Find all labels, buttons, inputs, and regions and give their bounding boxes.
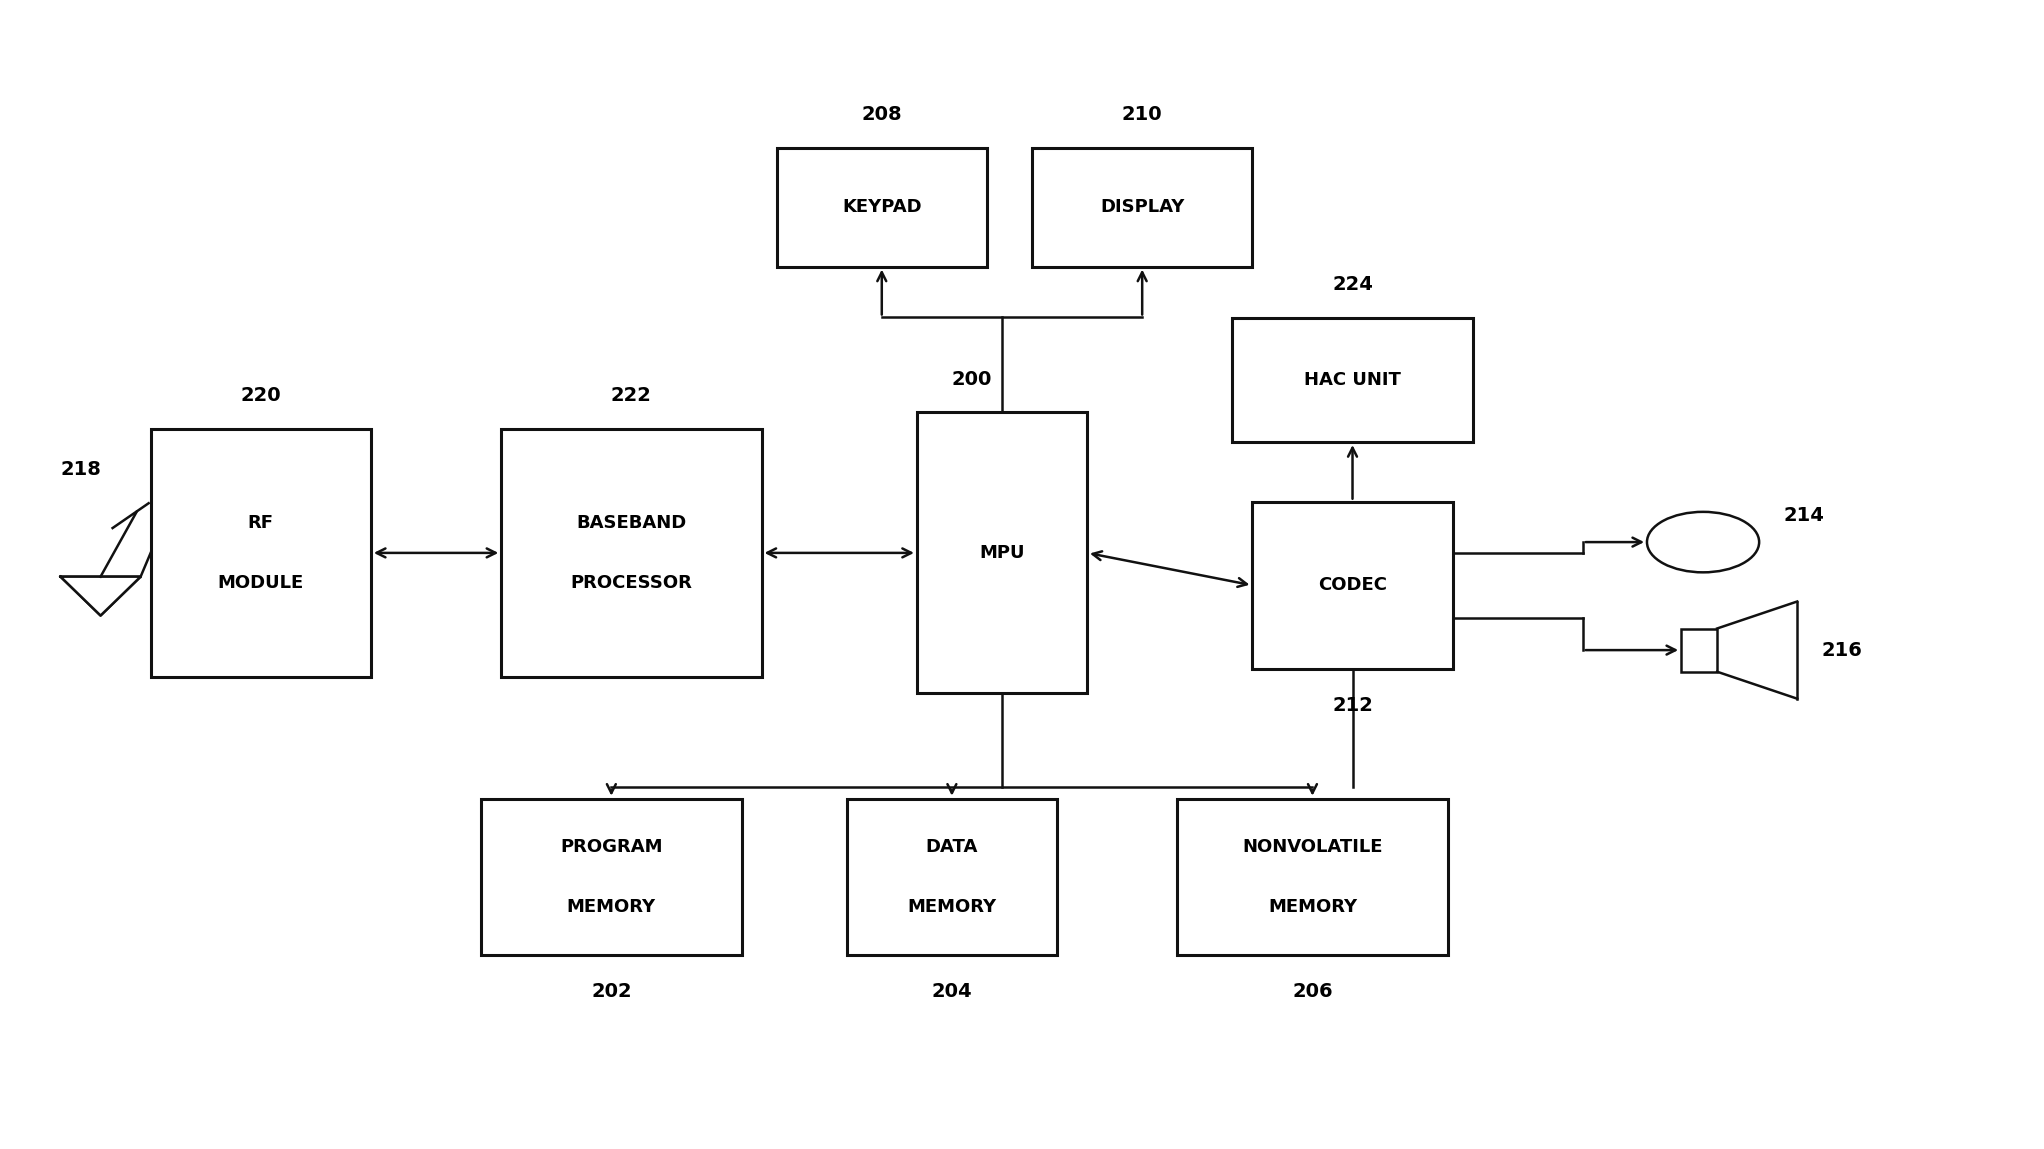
Text: PROGRAM: PROGRAM — [560, 838, 662, 856]
Text: 200: 200 — [953, 370, 991, 388]
FancyBboxPatch shape — [918, 412, 1087, 693]
Text: MEMORY: MEMORY — [1267, 899, 1357, 916]
FancyBboxPatch shape — [501, 429, 762, 677]
Text: 210: 210 — [1122, 105, 1163, 124]
Bar — [1680, 629, 1717, 672]
Text: MODULE: MODULE — [219, 574, 305, 592]
Text: DATA: DATA — [926, 838, 979, 856]
FancyBboxPatch shape — [480, 799, 742, 955]
Text: 214: 214 — [1782, 506, 1823, 525]
Text: 216: 216 — [1821, 641, 1862, 660]
FancyBboxPatch shape — [846, 799, 1057, 955]
Text: NONVOLATILE: NONVOLATILE — [1243, 838, 1382, 856]
Text: KEYPAD: KEYPAD — [842, 199, 922, 216]
Text: BASEBAND: BASEBAND — [576, 514, 687, 532]
Text: 220: 220 — [241, 386, 282, 404]
Text: DISPLAY: DISPLAY — [1100, 199, 1183, 216]
Text: MEMORY: MEMORY — [908, 899, 997, 916]
Text: PROCESSOR: PROCESSOR — [570, 574, 693, 592]
Text: 222: 222 — [611, 386, 652, 404]
Text: 206: 206 — [1292, 982, 1333, 1001]
Text: 204: 204 — [932, 982, 973, 1001]
Text: HAC UNIT: HAC UNIT — [1304, 371, 1400, 390]
FancyBboxPatch shape — [1253, 502, 1453, 669]
Text: MPU: MPU — [979, 543, 1024, 562]
Polygon shape — [61, 577, 141, 616]
Text: 218: 218 — [59, 461, 100, 479]
Text: 224: 224 — [1333, 276, 1374, 294]
FancyBboxPatch shape — [777, 148, 987, 267]
Text: 202: 202 — [591, 982, 632, 1001]
Text: 212: 212 — [1333, 696, 1374, 715]
FancyBboxPatch shape — [1233, 318, 1472, 442]
FancyBboxPatch shape — [1032, 148, 1253, 267]
Text: MEMORY: MEMORY — [566, 899, 656, 916]
FancyBboxPatch shape — [1177, 799, 1447, 955]
Text: RF: RF — [247, 514, 274, 532]
Text: 208: 208 — [861, 105, 901, 124]
FancyBboxPatch shape — [151, 429, 372, 677]
Text: CODEC: CODEC — [1318, 577, 1388, 594]
